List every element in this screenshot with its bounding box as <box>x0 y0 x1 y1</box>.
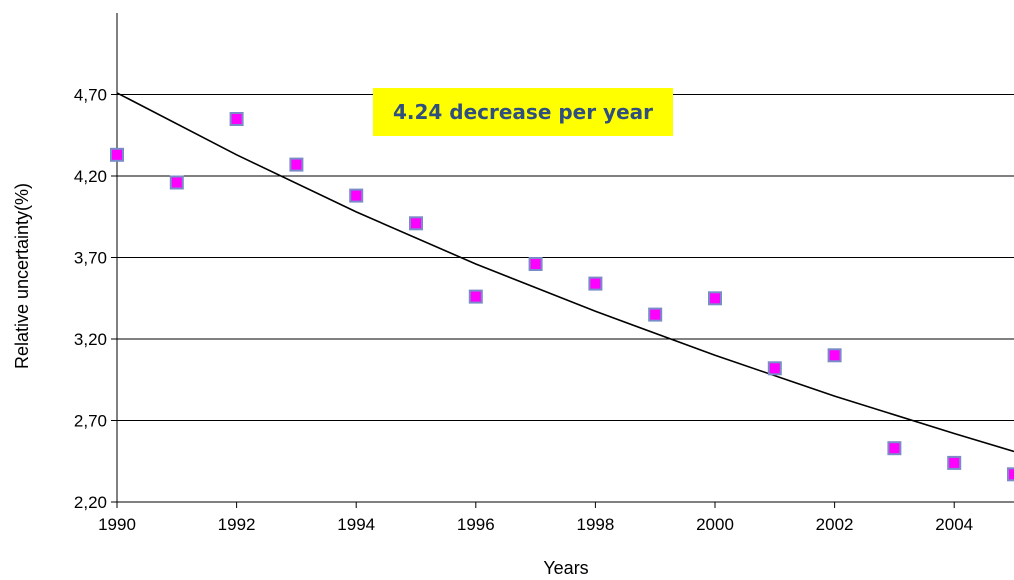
data-point <box>947 455 962 470</box>
axis-ticks <box>111 94 955 508</box>
y-tick-label: 3,20 <box>74 330 107 349</box>
x-tick-label: 1992 <box>218 515 256 534</box>
trend-annotation: 4.24 decrease per year <box>373 88 673 136</box>
data-point <box>468 289 483 304</box>
data-point <box>229 112 244 126</box>
y-tick-label: 2,20 <box>74 493 107 512</box>
data-point <box>648 307 663 322</box>
x-tick-label: 2002 <box>816 515 854 534</box>
data-point <box>887 441 902 456</box>
trendline <box>116 92 1014 453</box>
data-point <box>169 175 184 190</box>
grid-lines <box>117 94 1014 421</box>
annotation-background <box>373 88 673 136</box>
data-point <box>409 216 423 231</box>
x-tick-label: 2000 <box>696 515 734 534</box>
x-tick-label: 1990 <box>98 515 136 534</box>
annotation-text: 4.24 decrease per year <box>393 100 653 124</box>
y-tick-label: 3,70 <box>74 249 107 268</box>
x-axis-title: Years <box>543 558 588 578</box>
y-tick-labels: 2,20 2,70 3,20 3,70 4,20 4,70 <box>74 86 107 513</box>
data-point <box>708 291 722 306</box>
data-point <box>827 348 842 363</box>
y-tick-label: 2,70 <box>74 412 107 431</box>
data-point <box>588 276 603 291</box>
data-point <box>528 257 543 271</box>
x-tick-labels: 1990 1992 1994 1996 1998 2000 2002 2004 <box>98 515 973 534</box>
y-tick-label: 4,20 <box>74 167 107 186</box>
x-tick-label: 1996 <box>457 515 495 534</box>
data-points <box>110 112 1014 482</box>
data-point <box>289 157 304 172</box>
data-point <box>349 188 364 203</box>
data-point <box>110 147 124 162</box>
x-tick-label: 1998 <box>576 515 614 534</box>
data-point <box>767 361 782 376</box>
y-axis-title: Relative uncertainty(%) <box>12 183 32 369</box>
x-tick-label: 2004 <box>935 515 973 534</box>
x-tick-label: 1994 <box>337 515 375 534</box>
data-point <box>1007 467 1014 482</box>
y-tick-label: 4,70 <box>74 86 107 105</box>
